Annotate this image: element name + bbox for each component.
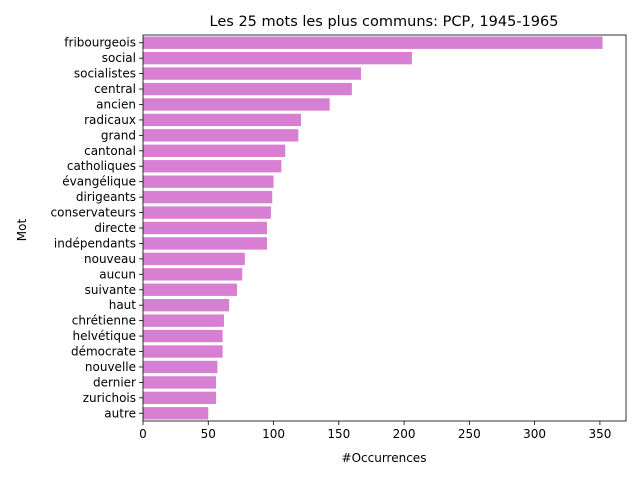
x-axis-label: #Occurrences — [342, 451, 427, 465]
bar — [143, 391, 217, 405]
y-tick-label: social — [102, 51, 136, 65]
bar — [143, 160, 282, 173]
y-tick-label: catholiques — [67, 159, 136, 173]
bar — [143, 144, 286, 157]
y-tick-label: ancien — [96, 97, 136, 111]
bar — [143, 206, 271, 219]
y-tick-label: chrétienne — [72, 314, 136, 328]
bar — [143, 82, 352, 96]
y-tick-label: nouveau — [84, 252, 136, 266]
bar — [143, 345, 223, 358]
bar — [143, 67, 362, 80]
y-tick-label: fribourgeois — [64, 36, 136, 50]
bar — [143, 129, 299, 142]
y-tick-label: directe — [94, 221, 136, 235]
chart-title: Les 25 mots les plus communs: PCP, 1945-… — [210, 14, 559, 30]
x-tick-label: 100 — [262, 427, 285, 441]
bar — [143, 314, 224, 327]
y-tick-label: zurichois — [83, 391, 136, 405]
plot-frame — [142, 34, 627, 422]
bar — [143, 252, 245, 266]
y-tick-label: grand — [101, 128, 136, 142]
bar — [143, 407, 209, 420]
y-tick-label: suivante — [85, 283, 136, 297]
x-tick-label: 250 — [458, 427, 481, 441]
y-tick-label: conservateurs — [51, 206, 136, 220]
y-tick-label: socialistes — [74, 67, 136, 81]
y-axis-label: Mot — [15, 219, 29, 242]
bar — [143, 237, 268, 250]
y-tick-label: évangélique — [62, 175, 136, 189]
y-tick-label: nouvelle — [85, 360, 136, 374]
y-tick-label: démocrate — [71, 345, 136, 359]
bar — [143, 175, 274, 188]
bar — [143, 329, 223, 343]
x-tick-label: 350 — [588, 427, 611, 441]
y-tick-label: radicaux — [84, 113, 136, 127]
bar — [143, 299, 230, 312]
bar — [143, 376, 217, 389]
y-tick-label: haut — [109, 298, 137, 312]
bar — [143, 360, 218, 374]
y-tick-label: dernier — [93, 375, 136, 389]
bar — [143, 268, 243, 281]
y-tick-label: helvétique — [73, 329, 136, 343]
y-tick-label: indépendants — [54, 236, 136, 250]
y-tick-label: cantonal — [84, 144, 136, 158]
bar — [143, 51, 412, 65]
x-tick-label: 50 — [201, 427, 216, 441]
y-tick-label: autre — [104, 406, 136, 420]
bars-layer — [143, 36, 603, 420]
bar — [143, 36, 603, 49]
x-tick-label: 200 — [393, 427, 416, 441]
bar — [143, 190, 273, 204]
bar — [143, 98, 330, 111]
y-tick-label: aucun — [99, 267, 136, 281]
bar — [143, 283, 237, 296]
x-tick-label: 0 — [139, 427, 147, 441]
bar — [143, 221, 268, 235]
x-tick-label: 150 — [327, 427, 350, 441]
x-tick-label: 300 — [523, 427, 546, 441]
bar — [143, 113, 301, 127]
y-tick-label: central — [94, 82, 136, 96]
y-tick-label: dirigeants — [76, 190, 136, 204]
